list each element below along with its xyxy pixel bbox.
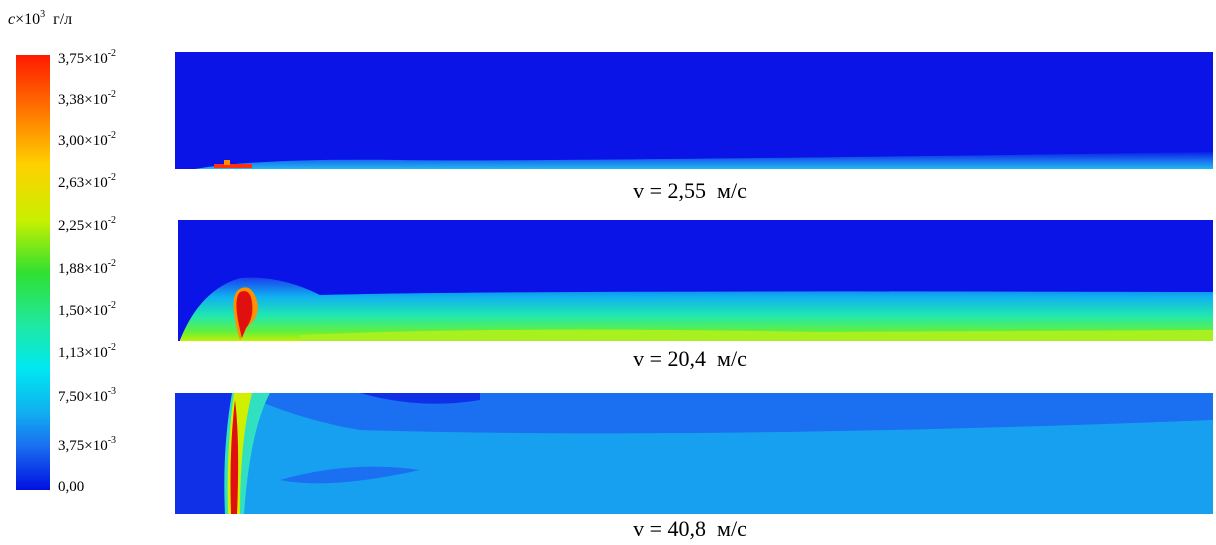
colorbar-label: 1,50×10-2 xyxy=(58,300,116,319)
label-exponent: -2 xyxy=(108,172,116,183)
panel-caption: v = 40,8 м/с xyxy=(633,516,747,541)
colorbar-label: 0,00 xyxy=(58,479,84,495)
label-base: ×10 xyxy=(84,51,107,67)
label-exponent: -2 xyxy=(108,258,116,269)
label-base: ×10 xyxy=(84,218,107,234)
label-exponent: -2 xyxy=(108,89,116,100)
label-exponent: -3 xyxy=(108,435,116,446)
colorbar-label: 3,00×10-2 xyxy=(58,130,116,149)
label-exponent: -2 xyxy=(108,215,116,226)
label-mantissa: 3,75 xyxy=(58,438,84,454)
label-mantissa: 1,50 xyxy=(58,303,84,319)
label-mantissa: 3,00 xyxy=(58,133,84,149)
label-exponent: -2 xyxy=(108,130,116,141)
label-mantissa: 2,63 xyxy=(58,175,84,191)
colorbar-label: 7,50×10-3 xyxy=(58,386,116,405)
panel-caption: v = 20,4 м/с xyxy=(633,346,747,371)
panel-caption: v = 2,55 м/с xyxy=(633,178,747,203)
label-base: ×10 xyxy=(84,92,107,108)
colorbar-label: 2,63×10-2 xyxy=(58,172,116,191)
colorbar-label: 3,75×10-3 xyxy=(58,435,116,454)
contour-panel xyxy=(175,52,1213,169)
contour-panel xyxy=(175,393,1213,514)
colorbar-label: 2,25×10-2 xyxy=(58,215,116,234)
label-exponent: -2 xyxy=(108,300,116,311)
label-exponent: -3 xyxy=(108,386,116,397)
colorbar-label: 3,75×10-2 xyxy=(58,48,116,67)
label-mantissa: 0,00 xyxy=(58,479,84,495)
label-mantissa: 7,50 xyxy=(58,389,84,405)
label-mantissa: 1,13 xyxy=(58,345,84,361)
colorbar xyxy=(16,55,50,490)
colorbar-label: 1,88×10-2 xyxy=(58,258,116,277)
label-base: ×10 xyxy=(84,303,107,319)
contour-panel xyxy=(178,220,1213,341)
colorbar-label: 1,13×10-2 xyxy=(58,342,116,361)
label-mantissa: 2,25 xyxy=(58,218,84,234)
label-base: ×10 xyxy=(84,133,107,149)
label-base: ×10 xyxy=(84,345,107,361)
label-base: ×10 xyxy=(84,175,107,191)
legend-title: c×103 г/л xyxy=(8,9,72,28)
label-exponent: -2 xyxy=(108,48,116,59)
label-base: ×10 xyxy=(84,438,107,454)
label-base: ×10 xyxy=(84,389,107,405)
label-mantissa: 3,38 xyxy=(58,92,84,108)
colorbar-label: 3,38×10-2 xyxy=(58,89,116,108)
label-exponent: -2 xyxy=(108,342,116,353)
label-base: ×10 xyxy=(84,261,107,277)
label-mantissa: 1,88 xyxy=(58,261,84,277)
label-mantissa: 3,75 xyxy=(58,51,84,67)
